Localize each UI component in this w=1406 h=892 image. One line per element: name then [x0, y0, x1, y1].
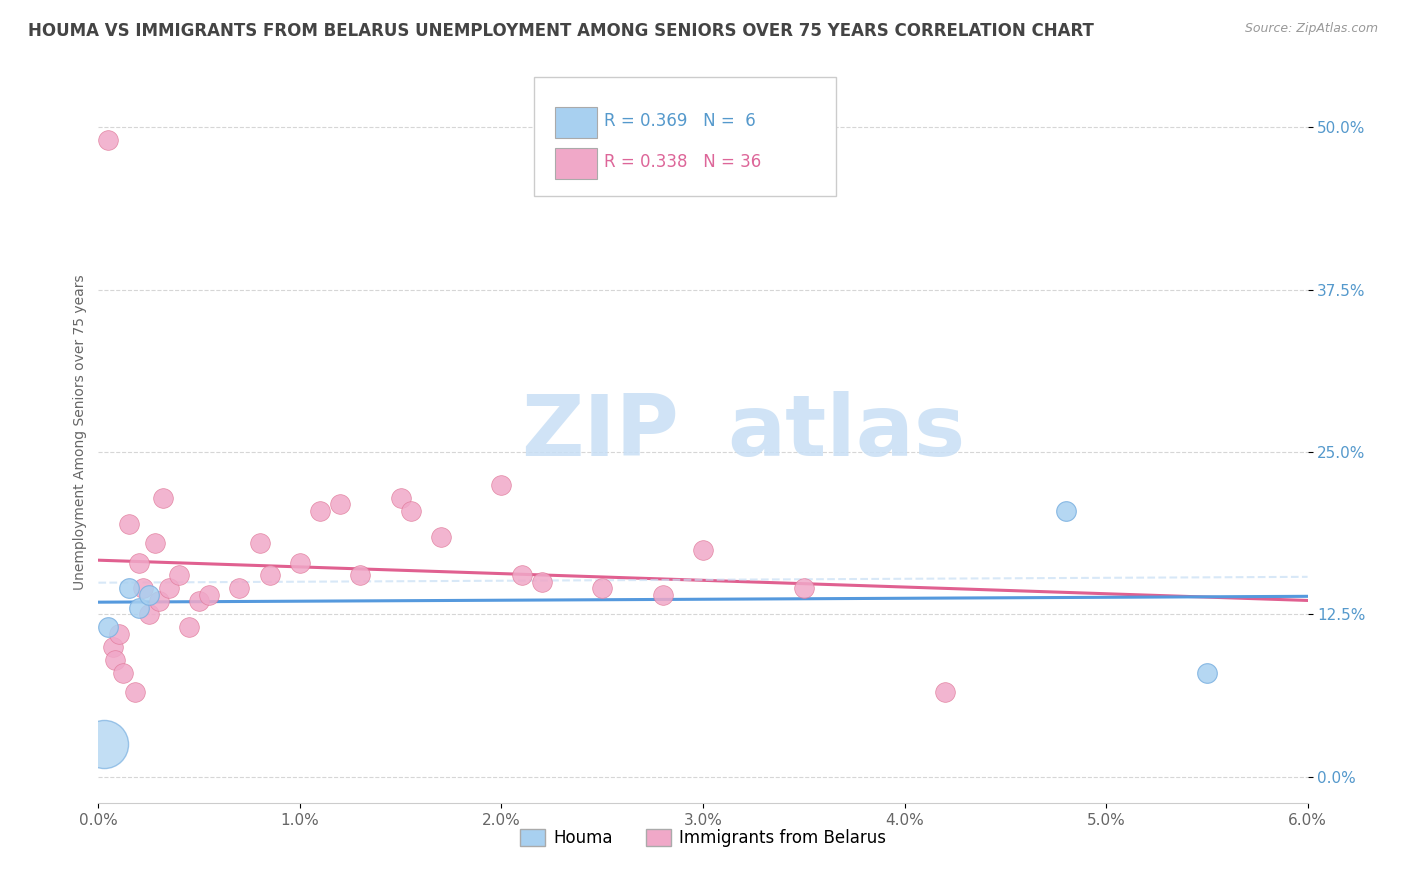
Point — [510, 568, 533, 582]
Text: R = 0.338   N = 36: R = 0.338 N = 36 — [603, 153, 761, 170]
Point — [97, 620, 120, 634]
Point — [1054, 503, 1077, 517]
Point — [651, 588, 673, 602]
Point — [288, 556, 311, 570]
Point — [143, 536, 166, 550]
Point — [198, 588, 221, 602]
Point — [430, 529, 453, 543]
Point — [167, 568, 190, 582]
Point — [591, 582, 613, 596]
Point — [259, 568, 281, 582]
FancyBboxPatch shape — [555, 107, 596, 138]
Point — [188, 594, 211, 608]
Text: ZIP: ZIP — [522, 391, 679, 475]
Point — [491, 477, 513, 491]
Point — [329, 497, 352, 511]
Point — [793, 582, 815, 596]
Point — [389, 491, 412, 505]
FancyBboxPatch shape — [534, 78, 837, 195]
Point — [309, 503, 332, 517]
Point — [118, 516, 141, 531]
Point — [107, 627, 129, 641]
Point — [124, 685, 146, 699]
Point — [152, 491, 174, 505]
Point — [179, 620, 201, 634]
FancyBboxPatch shape — [555, 147, 596, 178]
Point — [97, 133, 120, 147]
Text: Source: ZipAtlas.com: Source: ZipAtlas.com — [1244, 22, 1378, 36]
Point — [118, 582, 141, 596]
Text: atlas: atlas — [727, 391, 966, 475]
Legend: Houma, Immigrants from Belarus: Houma, Immigrants from Belarus — [513, 822, 893, 854]
Point — [128, 601, 150, 615]
Point — [349, 568, 371, 582]
Point — [1195, 665, 1218, 680]
Point — [132, 582, 155, 596]
Point — [530, 574, 553, 589]
Text: R = 0.369   N =  6: R = 0.369 N = 6 — [603, 112, 755, 130]
Point — [111, 665, 134, 680]
Point — [101, 640, 124, 654]
Point — [399, 503, 422, 517]
Point — [103, 653, 125, 667]
Point — [128, 556, 150, 570]
Point — [228, 582, 250, 596]
Y-axis label: Unemployment Among Seniors over 75 years: Unemployment Among Seniors over 75 years — [73, 275, 87, 591]
Point — [138, 588, 160, 602]
Point — [934, 685, 956, 699]
Point — [93, 737, 115, 751]
Point — [138, 607, 160, 622]
Point — [148, 594, 170, 608]
Point — [692, 542, 714, 557]
Point — [157, 582, 180, 596]
Point — [249, 536, 271, 550]
Text: HOUMA VS IMMIGRANTS FROM BELARUS UNEMPLOYMENT AMONG SENIORS OVER 75 YEARS CORREL: HOUMA VS IMMIGRANTS FROM BELARUS UNEMPLO… — [28, 22, 1094, 40]
